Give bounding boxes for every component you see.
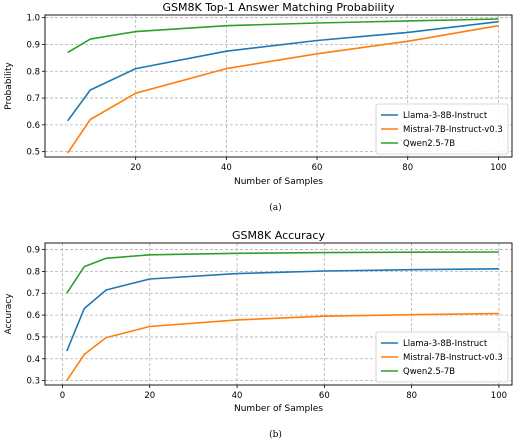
series-line-mistral-7b-instruct-v0-3 — [67, 24, 499, 154]
y-tick-label: 0.5 — [26, 333, 40, 343]
chart-a: 20 40 60 80 100 0.5 0.6 0.7 0.8 0.9 1.0 GSM8K Top-1… — [4, 1, 513, 213]
legend: Llama-3-8B-Instruct Mistral-7B-Instruct-v… — [375, 331, 509, 383]
x-tick-label: 80 — [402, 163, 413, 173]
y-axis-label: Probability — [4, 62, 14, 110]
series-line-qwen2-5-7b — [67, 18, 499, 54]
series-line-llama-3-8b-instruct — [66, 268, 499, 352]
y-tick-label: 0.3 — [26, 377, 40, 387]
chart-title: GSM8K Top-1 Answer Matching Probability — [163, 1, 395, 14]
x-axis-label: Number of Samples — [234, 177, 323, 187]
legend-box — [375, 103, 509, 155]
plot-frame — [44, 242, 513, 386]
x-tick-label: 100 — [491, 391, 507, 401]
legend-entry: Llama-3-8B-Instruct — [403, 339, 488, 349]
chart-b: 0 20 40 60 80 100 0.3 0.4 0.5 0.6 0.7 0.8 0.9 GSM8K A… — [4, 229, 513, 440]
y-tick-label: 0.8 — [26, 267, 40, 277]
x-tick-label: 20 — [144, 391, 155, 401]
figure-caption: (b) — [269, 429, 282, 440]
legend-entry: Mistral-7B-Instruct-v0.3 — [403, 353, 503, 363]
x-axis-label: Number of Samples — [234, 404, 323, 414]
y-tick-label: 0.6 — [26, 121, 40, 131]
legend-box — [375, 331, 509, 383]
x-tick-label: 20 — [130, 163, 141, 173]
series-line-qwen2-5-7b — [66, 251, 499, 294]
x-tick-label: 60 — [319, 391, 330, 401]
y-tick-label: 0.6 — [26, 311, 40, 321]
series-line-mistral-7b-instruct-v0-3 — [66, 312, 499, 382]
y-tick-label: 0.7 — [26, 289, 40, 299]
y-tick-label: 0.9 — [26, 40, 40, 50]
series-line-llama-3-8b-instruct — [67, 20, 499, 122]
x-tick-label: 40 — [232, 391, 243, 401]
y-tick-label: 0.7 — [26, 94, 40, 104]
legend-entry: Qwen2.5-7B — [403, 139, 455, 149]
y-tick-label: 0.8 — [26, 67, 40, 77]
legend-entry: Qwen2.5-7B — [403, 367, 455, 377]
x-tick-label: 40 — [221, 163, 232, 173]
y-tick-label: 1.0 — [26, 14, 40, 24]
legend-entry: Llama-3-8B-Instruct — [403, 111, 488, 121]
y-tick-label: 0.5 — [26, 148, 40, 158]
x-tick-label: 100 — [490, 163, 506, 173]
x-tick-label: 80 — [406, 391, 417, 401]
x-tick-label: 60 — [312, 163, 323, 173]
legend-entry: Mistral-7B-Instruct-v0.3 — [403, 125, 503, 135]
y-axis-label: Accuracy — [4, 293, 14, 335]
y-tick-label: 0.9 — [26, 246, 40, 256]
y-tick-label: 0.4 — [26, 355, 40, 365]
chart-title: GSM8K Accuracy — [232, 229, 325, 242]
plot-frame — [44, 14, 513, 158]
legend: Llama-3-8B-Instruct Mistral-7B-Instruct-v… — [375, 103, 509, 155]
figure-caption: (a) — [269, 202, 281, 213]
x-tick-label: 0 — [60, 391, 65, 401]
